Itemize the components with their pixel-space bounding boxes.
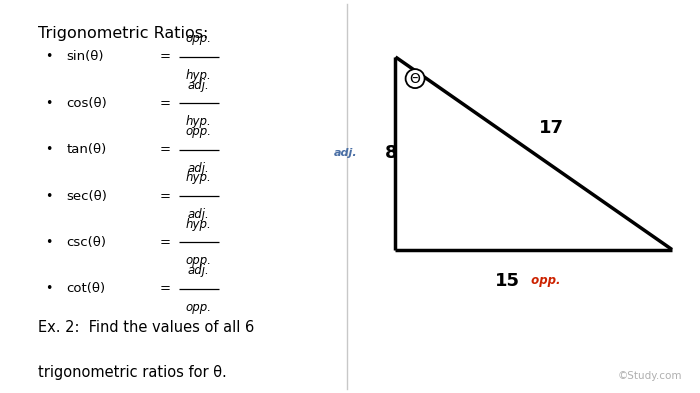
Text: =: = [160,97,171,110]
Text: adj.: adj. [188,264,210,277]
Text: opp.: opp. [186,125,212,138]
Text: sin(θ): sin(θ) [66,50,104,64]
Text: adj.: adj. [333,148,357,158]
Text: trigonometric ratios for θ.: trigonometric ratios for θ. [38,365,228,380]
Text: hyp.: hyp. [186,115,211,128]
Text: opp.: opp. [186,301,212,314]
Text: •: • [46,282,53,296]
Text: sec(θ): sec(θ) [66,189,107,203]
Text: Trigonometric Ratios:: Trigonometric Ratios: [38,26,209,40]
Text: 17: 17 [539,119,564,137]
Text: =: = [160,282,171,296]
Text: cos(θ): cos(θ) [66,97,107,110]
Text: ©Study.com: ©Study.com [618,371,682,381]
Text: 8: 8 [385,144,398,162]
Text: •: • [46,236,53,249]
Text: hyp.: hyp. [186,171,211,184]
Text: •: • [46,143,53,156]
Text: adj.: adj. [188,162,210,174]
Text: opp.: opp. [526,274,560,288]
Text: opp.: opp. [186,32,212,45]
Text: =: = [160,50,171,64]
Text: Θ: Θ [410,72,421,86]
Text: adj.: adj. [188,208,210,221]
Text: •: • [46,97,53,110]
Text: =: = [160,189,171,203]
Text: Ex. 2:  Find the values of all 6: Ex. 2: Find the values of all 6 [38,320,255,335]
Text: •: • [46,50,53,64]
Text: opp.: opp. [186,254,212,267]
Text: cot(θ): cot(θ) [66,282,106,296]
Text: 15: 15 [495,272,519,290]
Text: •: • [46,189,53,203]
Text: hyp.: hyp. [186,69,211,82]
Text: tan(θ): tan(θ) [66,143,106,156]
Text: =: = [160,143,171,156]
Text: =: = [160,236,171,249]
Text: csc(θ): csc(θ) [66,236,106,249]
Text: hyp.: hyp. [186,218,211,231]
Text: adj.: adj. [188,79,210,92]
